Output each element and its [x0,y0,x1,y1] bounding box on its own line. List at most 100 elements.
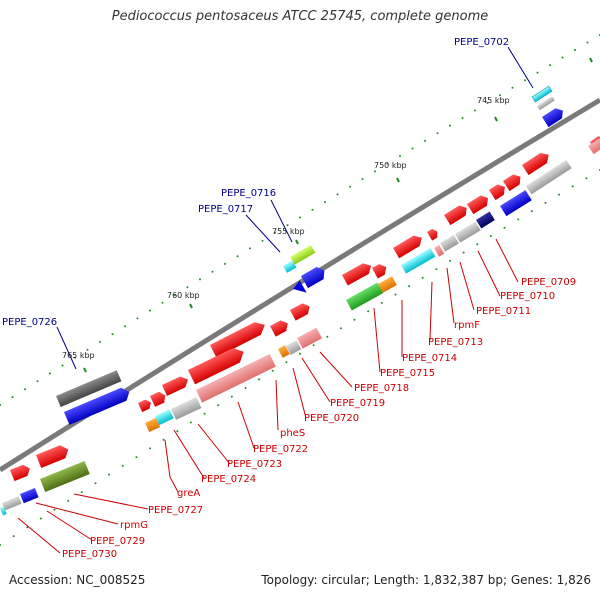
gene-label[interactable]: greA [177,488,200,499]
scale-dot [108,473,111,476]
gene-label[interactable]: pheS [280,428,305,439]
cds-feature[interactable] [2,496,22,511]
cds-feature[interactable] [346,282,384,311]
gene-arrow[interactable] [150,390,168,407]
gene-label[interactable]: PEPE_0723 [227,459,282,470]
gene-feature[interactable] [55,370,122,408]
gene-label[interactable]: PEPE_0711 [476,306,531,317]
cds-feature[interactable] [286,340,302,355]
cds-feature[interactable] [401,248,436,274]
gene-arrow[interactable] [342,260,374,286]
gene-arrow[interactable] [188,345,247,385]
scale-dot [61,364,64,367]
scale-dot [39,517,42,520]
gene-arrow[interactable] [522,150,552,176]
leader-line [237,401,255,449]
gene-label[interactable]: PEPE_0724 [201,474,256,485]
gene-label[interactable]: PEPE_0716 [221,188,276,199]
gene-arrow[interactable] [467,193,491,215]
cds-feature[interactable] [196,354,276,403]
cds-feature[interactable] [40,461,90,492]
gene-arrow[interactable] [444,203,470,226]
leader-line [173,429,205,479]
gene-label[interactable]: PEPE_0729 [90,536,145,547]
scale-dot [99,340,101,343]
cds-feature[interactable] [440,234,459,252]
gene-label[interactable]: PEPE_0710 [500,291,555,302]
cds-feature[interactable] [278,345,290,358]
leader-line [459,261,475,311]
gene-label[interactable]: PEPE_0717 [198,204,253,215]
gene-label[interactable]: PEPE_0714 [402,353,457,364]
cds-feature[interactable] [526,159,572,195]
gene-label[interactable]: PEPE_0702 [454,37,509,48]
scale-dot [349,185,351,188]
cds-feature[interactable] [500,190,532,217]
gene-arrow[interactable] [290,301,312,321]
gene-label[interactable]: PEPE_0726 [2,317,57,328]
gene-label[interactable]: rpmF [454,320,480,331]
leader-line [35,502,119,525]
scale-tick [494,116,498,122]
gene-arrow[interactable] [10,463,32,482]
cds-feature[interactable] [378,276,397,293]
gene-feature[interactable] [290,245,316,265]
cds-feature[interactable] [476,211,495,229]
cds-feature[interactable] [0,506,7,516]
scale-dot [244,387,247,389]
cds-feature[interactable] [20,488,39,504]
gene-feature[interactable] [283,260,297,273]
gene-feature[interactable] [64,385,132,425]
gene-label[interactable]: PEPE_0730 [62,549,117,560]
forward-genes [10,136,600,482]
gene-feature[interactable] [301,265,328,289]
scale-dot [394,293,397,296]
scale-dot [174,294,176,296]
cds-feature[interactable] [434,244,445,257]
gene-label[interactable]: PEPE_0719 [330,398,385,409]
gene-label[interactable]: PEPE_0727 [148,505,203,516]
scale-dot [74,356,76,359]
cds-feature[interactable] [155,409,174,426]
scale-dot [336,193,339,196]
gene-arrow[interactable] [503,172,524,192]
cds-feature[interactable] [171,397,202,420]
gene-arrow[interactable] [162,374,191,396]
cds-feature[interactable] [145,417,161,433]
scale-dot [211,270,214,273]
gene-arrow[interactable] [372,262,389,279]
cds-feature[interactable] [455,221,481,243]
gene-label[interactable]: PEPE_0718 [354,383,409,394]
scale-dot [261,239,264,242]
scale-dot [511,86,514,89]
scale-dot [124,325,126,328]
leader-line [245,214,281,253]
gene-label[interactable]: PEPE_0709 [521,277,576,288]
gene-arrow[interactable] [270,318,291,337]
gene-feature[interactable] [531,85,553,103]
scale-dot [121,464,124,467]
gene-arrow[interactable] [138,398,153,413]
scale-dot [476,243,479,246]
gene-label[interactable]: PEPE_0715 [380,368,435,379]
gene-feature[interactable] [537,96,555,111]
gene-arrow[interactable] [210,319,268,358]
gene-arrow[interactable] [36,443,71,468]
gene-label[interactable]: PEPE_0722 [253,444,308,455]
gene-feature[interactable] [542,106,566,128]
cds-feature[interactable] [297,327,323,349]
gene-label[interactable]: rpmG [120,520,148,531]
scale-dot [285,361,288,364]
gene-arrow[interactable] [489,182,508,201]
gene-arrow[interactable] [393,233,425,259]
gene-feature[interactable] [291,280,307,298]
scale-dot [536,71,539,74]
scale-dot [367,310,370,313]
cds-feature[interactable] [588,137,600,155]
scale-dot [374,170,376,173]
scale-dot [424,139,426,142]
gene-label[interactable]: PEPE_0713 [428,337,483,348]
gene-arrow[interactable] [427,227,440,241]
gene-label[interactable]: PEPE_0720 [304,413,359,424]
scale-dot [186,286,189,289]
